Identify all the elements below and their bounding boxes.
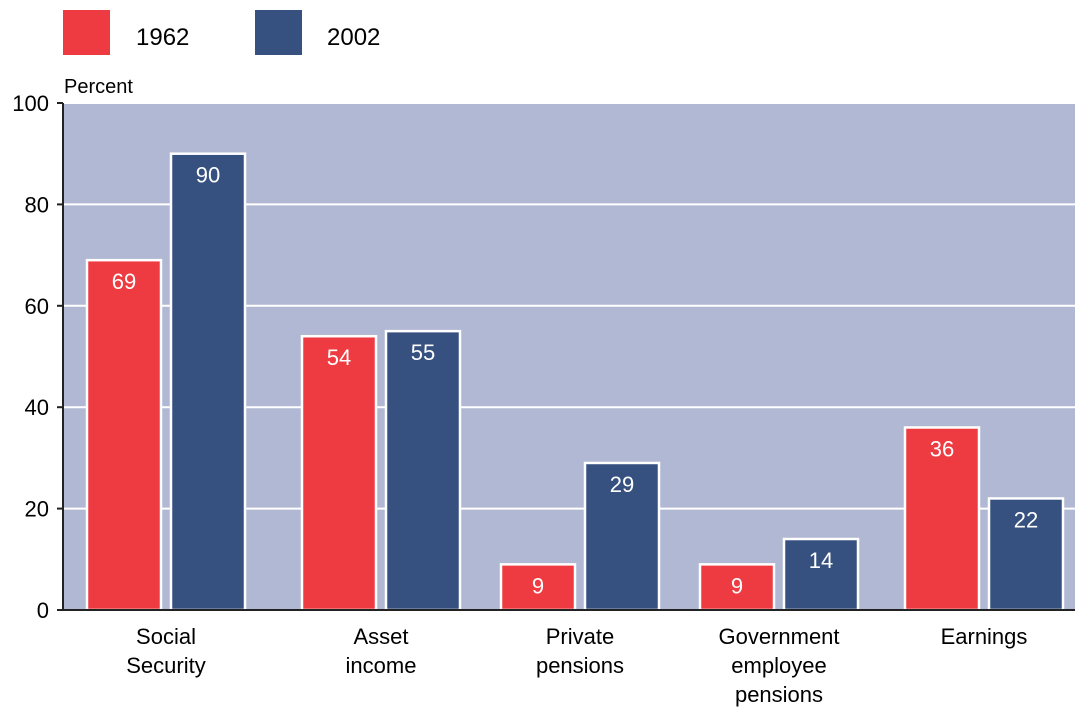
y-tick-label: 60 — [25, 294, 49, 319]
data-label: 9 — [532, 573, 544, 598]
bar-2002-0 — [169, 152, 247, 612]
bar-1962-2 — [499, 563, 577, 612]
data-label: 36 — [930, 436, 954, 461]
bar-1962-1 — [300, 334, 378, 612]
x-tick-label-line: Government — [718, 624, 839, 649]
legend: 1962 2002 — [63, 10, 380, 55]
y-tick-label: 100 — [12, 91, 49, 116]
data-label: 55 — [411, 340, 435, 365]
bars: 69 90 54 55 9 29 9 14 36 22 — [85, 152, 1065, 612]
legend-label-2002: 2002 — [327, 24, 380, 51]
x-tick-label-line: pensions — [536, 653, 624, 678]
y-tick-label: 40 — [25, 395, 49, 420]
y-tick-label: 20 — [25, 497, 49, 522]
data-label: 14 — [809, 548, 833, 573]
y-tick-label: 0 — [37, 598, 49, 623]
x-tick-label: Earnings — [941, 624, 1028, 649]
x-tick-label: Private pensions — [536, 624, 624, 678]
data-label: 9 — [731, 573, 743, 598]
data-label: 54 — [327, 345, 351, 370]
bar-2002-3 — [782, 537, 860, 612]
legend-swatch-2002 — [255, 10, 302, 55]
bar-1962-3 — [698, 563, 776, 612]
x-tick-label-line: Security — [126, 653, 205, 678]
data-label: 69 — [112, 269, 136, 294]
x-tick-label: Social Security — [126, 624, 205, 678]
x-tick-label-line: income — [346, 653, 417, 678]
data-label: 22 — [1014, 507, 1038, 532]
bar-2002-4 — [987, 497, 1065, 612]
x-tick-label: Government employee pensions — [718, 624, 839, 707]
bar-1962-0 — [85, 258, 163, 612]
x-tick-label-line: Social — [136, 624, 196, 649]
bar-2002-1 — [384, 329, 462, 612]
y-tick-label: 80 — [25, 192, 49, 217]
legend-label-1962: 1962 — [136, 24, 189, 51]
x-axis-labels: Social Security Asset income Private pensions… — [126, 624, 1027, 707]
x-tick-label-line: Private — [546, 624, 614, 649]
x-tick-label-line: employee — [731, 653, 826, 678]
x-tick-label-line: Earnings — [941, 624, 1028, 649]
bar-1962-4 — [903, 426, 981, 612]
data-label: 29 — [610, 472, 634, 497]
x-tick-label-line: Asset — [353, 624, 408, 649]
legend-swatch-1962 — [63, 10, 110, 55]
data-label: 90 — [196, 163, 220, 188]
y-axis-label: Percent — [64, 76, 133, 98]
x-tick-label-line: pensions — [735, 682, 823, 707]
y-axis-ticks: 0 20 40 60 80 100 — [12, 91, 63, 623]
x-tick-label: Asset income — [346, 624, 417, 678]
